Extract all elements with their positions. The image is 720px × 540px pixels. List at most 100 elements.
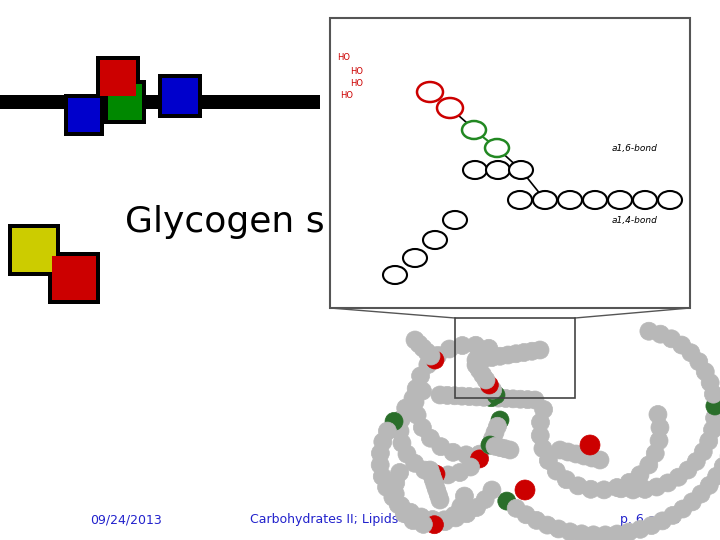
Circle shape <box>620 474 638 491</box>
Circle shape <box>674 500 692 518</box>
Circle shape <box>690 353 708 370</box>
Ellipse shape <box>423 231 447 249</box>
Circle shape <box>640 322 658 340</box>
Circle shape <box>664 507 682 524</box>
Circle shape <box>419 356 437 374</box>
Circle shape <box>496 440 514 458</box>
Circle shape <box>467 356 485 374</box>
Circle shape <box>408 380 426 397</box>
Ellipse shape <box>485 139 509 157</box>
Circle shape <box>557 471 575 489</box>
Circle shape <box>670 468 688 486</box>
Circle shape <box>431 491 449 509</box>
Ellipse shape <box>583 191 607 209</box>
Circle shape <box>444 443 462 461</box>
Circle shape <box>413 382 431 400</box>
Circle shape <box>467 388 485 406</box>
Circle shape <box>608 478 626 497</box>
Circle shape <box>470 450 488 468</box>
Ellipse shape <box>437 98 463 118</box>
Circle shape <box>377 478 395 496</box>
Circle shape <box>650 431 668 450</box>
Circle shape <box>559 443 577 461</box>
Circle shape <box>476 490 494 509</box>
Circle shape <box>482 389 500 407</box>
Circle shape <box>474 366 492 384</box>
Circle shape <box>694 443 712 461</box>
Circle shape <box>387 474 405 492</box>
Circle shape <box>708 467 720 485</box>
Circle shape <box>517 506 535 524</box>
Circle shape <box>441 340 459 358</box>
Bar <box>52 256 96 300</box>
Circle shape <box>432 437 450 456</box>
Circle shape <box>531 427 549 444</box>
Circle shape <box>499 346 517 364</box>
Bar <box>162 78 198 114</box>
Circle shape <box>679 461 697 479</box>
Circle shape <box>585 526 603 540</box>
Circle shape <box>567 445 585 463</box>
Circle shape <box>583 449 601 467</box>
Circle shape <box>415 461 433 479</box>
Circle shape <box>475 388 493 406</box>
Circle shape <box>648 478 666 496</box>
Circle shape <box>480 376 498 394</box>
Circle shape <box>491 347 509 365</box>
Text: Carbohydrates II; Lipids I: Carbohydrates II; Lipids I <box>250 514 406 526</box>
Text: a1,6-bond: a1,6-bond <box>612 144 658 152</box>
Circle shape <box>456 487 474 505</box>
Bar <box>64 94 104 136</box>
Circle shape <box>531 341 549 359</box>
Circle shape <box>424 471 442 489</box>
Ellipse shape <box>533 191 557 209</box>
Ellipse shape <box>558 191 582 209</box>
Bar <box>104 80 146 124</box>
Ellipse shape <box>417 82 443 102</box>
Circle shape <box>531 413 549 431</box>
Circle shape <box>515 343 533 361</box>
Circle shape <box>428 481 446 499</box>
Circle shape <box>511 390 529 408</box>
Circle shape <box>438 387 456 404</box>
Circle shape <box>659 474 677 492</box>
Ellipse shape <box>443 211 467 229</box>
Circle shape <box>672 336 690 354</box>
Circle shape <box>624 481 642 499</box>
Circle shape <box>470 361 488 379</box>
Circle shape <box>462 458 480 476</box>
Ellipse shape <box>633 191 657 209</box>
Circle shape <box>426 476 444 494</box>
Circle shape <box>683 493 701 511</box>
Circle shape <box>418 343 436 361</box>
Circle shape <box>439 466 457 484</box>
Text: HO: HO <box>350 79 363 89</box>
Bar <box>158 74 202 118</box>
Circle shape <box>526 391 544 409</box>
Circle shape <box>467 351 485 369</box>
Ellipse shape <box>486 161 510 179</box>
Circle shape <box>561 523 579 540</box>
Circle shape <box>431 386 449 404</box>
Circle shape <box>453 387 471 405</box>
Circle shape <box>393 434 411 452</box>
Circle shape <box>491 411 509 429</box>
Circle shape <box>701 374 719 391</box>
Circle shape <box>688 453 706 470</box>
Circle shape <box>582 480 600 498</box>
Ellipse shape <box>403 249 427 267</box>
Circle shape <box>701 476 719 495</box>
Circle shape <box>535 401 553 418</box>
Circle shape <box>386 485 404 503</box>
Circle shape <box>507 345 525 363</box>
Circle shape <box>523 342 541 360</box>
Circle shape <box>413 418 431 436</box>
Circle shape <box>692 485 710 503</box>
Circle shape <box>480 339 498 357</box>
Circle shape <box>518 390 536 409</box>
Circle shape <box>423 510 441 529</box>
Circle shape <box>390 496 408 514</box>
Circle shape <box>405 454 423 472</box>
Circle shape <box>452 497 470 516</box>
Circle shape <box>484 430 502 448</box>
